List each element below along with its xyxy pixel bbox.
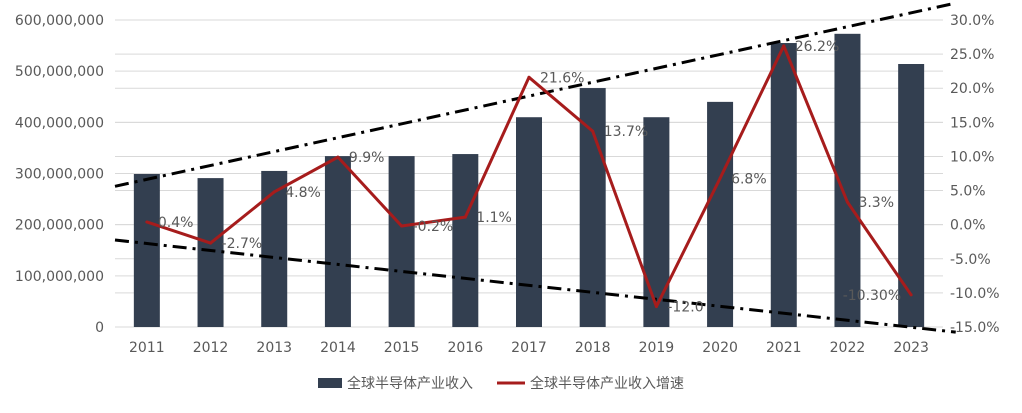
line-series xyxy=(145,44,913,309)
left-axis: 0 100,000,000 200,000,000 300,000,000 400,00… xyxy=(15,13,104,336)
data-label: 1.1% xyxy=(476,210,512,226)
data-labels: 0.4% -2.7% 4.8% 9.9% -0.2% 1.1% 21.6% 13.7% -12.… xyxy=(158,39,901,316)
data-label: 26.2% xyxy=(795,39,839,55)
x-tick-label: 2011 xyxy=(129,340,165,356)
right-tick-label: 15.0% xyxy=(950,115,994,131)
data-label: -0.2% xyxy=(413,219,454,235)
line-point xyxy=(591,129,595,133)
bar xyxy=(452,154,479,327)
bar xyxy=(133,174,160,327)
data-label: 0.4% xyxy=(158,215,194,231)
data-label: -2.7% xyxy=(222,236,263,252)
left-tick-label: 400,000,000 xyxy=(15,115,104,131)
legend-label-bar: 全球半导体产业收入 xyxy=(347,375,473,392)
bar xyxy=(579,88,606,327)
left-tick-label: 100,000,000 xyxy=(15,269,104,285)
bar xyxy=(898,64,925,328)
right-tick-label: 0.0% xyxy=(950,218,986,234)
x-tick-label: 2017 xyxy=(511,340,547,356)
data-label: 9.9% xyxy=(349,150,385,166)
trendline xyxy=(114,238,956,334)
left-tick-label: 600,000,000 xyxy=(15,13,104,29)
data-label: 3.3% xyxy=(858,195,894,211)
data-label: 21.6% xyxy=(540,70,584,86)
line-point xyxy=(400,224,404,228)
legend: 全球半导体产业收入 全球半导体产业收入增速 xyxy=(318,375,684,392)
right-tick-label: 20.0% xyxy=(950,81,994,97)
legend-swatch-bar xyxy=(318,378,342,388)
x-tick-label: 2018 xyxy=(575,340,611,356)
line-point xyxy=(272,190,276,194)
trendline xyxy=(114,1,957,188)
bar xyxy=(643,117,670,327)
x-tick-label: 2019 xyxy=(639,340,675,356)
line-point xyxy=(782,44,786,48)
legend-label-line: 全球半导体产业收入增速 xyxy=(530,375,684,392)
data-label: 6.8% xyxy=(731,171,767,187)
right-tick-label: 30.0% xyxy=(950,13,994,29)
left-tick-label: 200,000,000 xyxy=(15,218,104,234)
bar xyxy=(261,170,288,327)
x-tick-label: 2015 xyxy=(384,340,420,356)
data-label: 13.7% xyxy=(604,124,648,140)
right-axis: -15.0% -10.0% -5.0% 0.0% 5.0% 10.0% 15.0% 20.0%… xyxy=(950,13,1000,336)
x-tick-label: 2022 xyxy=(830,340,866,356)
x-tick-label: 2014 xyxy=(320,340,356,356)
x-tick-label: 2023 xyxy=(893,340,929,356)
right-tick-label: 10.0% xyxy=(950,149,994,165)
line-point xyxy=(909,293,913,297)
bar xyxy=(770,43,797,328)
right-tick-label: 5.0% xyxy=(950,184,986,200)
line-point xyxy=(145,220,149,224)
left-tick-label: 300,000,000 xyxy=(15,167,104,183)
x-tick-label: 2021 xyxy=(766,340,802,356)
right-tick-label: 25.0% xyxy=(950,47,994,63)
bar xyxy=(516,117,542,327)
x-tick-label: 2016 xyxy=(447,340,483,356)
x-axis: 2011 2012 2013 2014 2015 2016 2017 2018 2019 2020… xyxy=(129,340,929,356)
x-tick-label: 2013 xyxy=(256,340,292,356)
line-point xyxy=(718,176,722,180)
line-point xyxy=(463,215,467,219)
bar xyxy=(707,101,734,327)
line-point xyxy=(209,241,213,245)
line-point xyxy=(845,200,849,204)
data-label: 4.8% xyxy=(285,185,321,201)
bar xyxy=(324,156,351,327)
x-tick-label: 2020 xyxy=(702,340,738,356)
trendlines xyxy=(114,1,957,334)
bar xyxy=(388,156,415,327)
right-tick-label: -15.0% xyxy=(950,320,1000,336)
data-label: -12.0 xyxy=(667,300,703,316)
right-tick-label: -5.0% xyxy=(950,252,991,268)
line-point xyxy=(527,75,531,79)
line-point xyxy=(336,155,340,159)
x-tick-label: 2012 xyxy=(193,340,229,356)
left-tick-label: 0 xyxy=(95,320,104,336)
left-tick-label: 500,000,000 xyxy=(15,64,104,80)
data-label: -10.30% xyxy=(843,288,901,304)
right-tick-label: -10.0% xyxy=(950,286,1000,302)
bar xyxy=(197,178,224,327)
line-point xyxy=(654,305,658,309)
